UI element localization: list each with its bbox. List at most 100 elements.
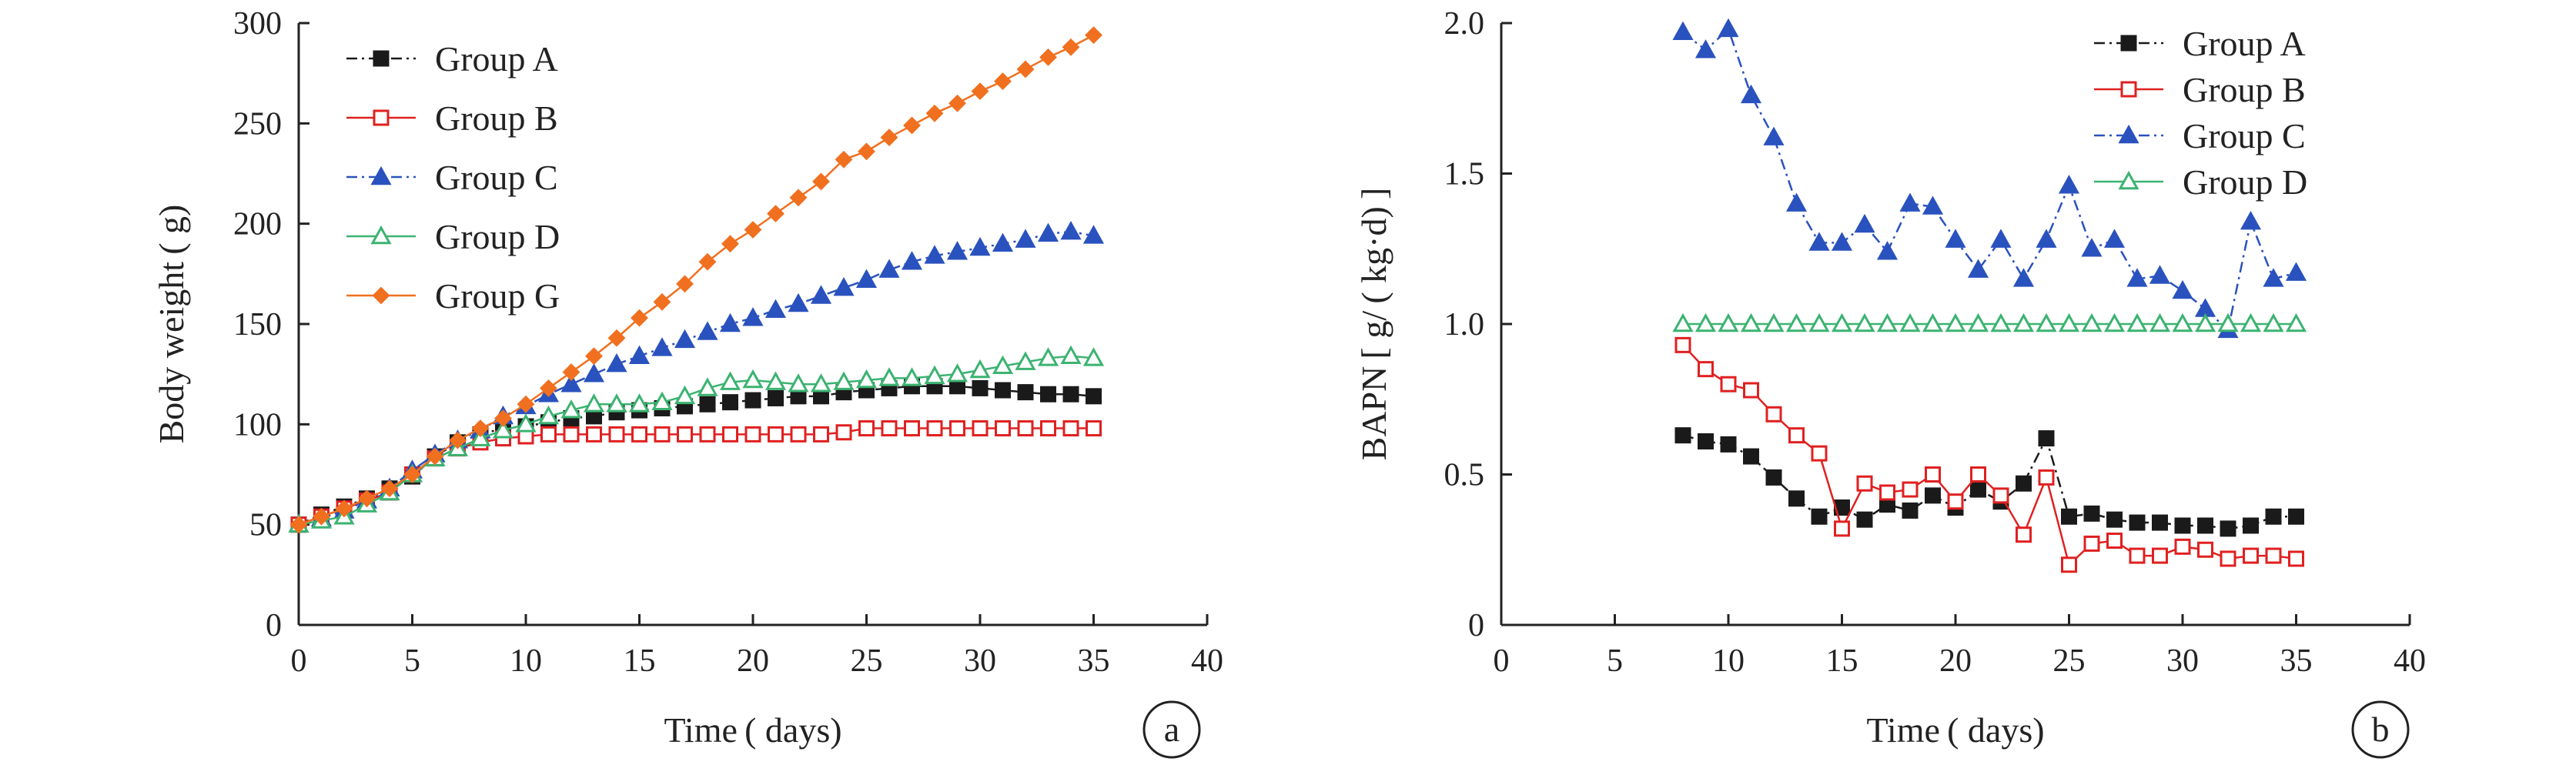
data-point (540, 426, 557, 443)
data-point (1856, 511, 1873, 528)
data-point (1785, 312, 1808, 332)
data-point (901, 251, 923, 270)
data-point (2081, 312, 2103, 332)
x-tick-label: 15 (624, 643, 656, 679)
data-point (2149, 312, 2171, 332)
data-point (1765, 406, 1782, 423)
data-point (607, 329, 626, 347)
data-point (1740, 84, 1762, 104)
y-tick-label: 150 (233, 307, 282, 342)
data-point (2106, 533, 2123, 550)
data-point (1674, 427, 1691, 444)
x-tick-label: 35 (2280, 643, 2313, 679)
data-point (1788, 427, 1805, 444)
data-point (2263, 268, 2284, 287)
legend-label: Group D (435, 217, 560, 256)
data-point (2103, 229, 2126, 248)
y-axis-title: Body weight ( g) (152, 205, 191, 444)
data-point (813, 426, 829, 443)
data-point (2036, 229, 2057, 248)
data-point (677, 426, 693, 443)
data-point (855, 269, 878, 288)
data-point (1785, 192, 1808, 212)
data-point (835, 150, 853, 169)
y-tick-label: 100 (233, 407, 282, 443)
data-point (904, 420, 920, 437)
data-point (1015, 351, 1036, 370)
data-point (969, 236, 991, 256)
data-point (744, 392, 761, 409)
y-tick-label: 1.5 (1444, 157, 1485, 192)
legend-marker (370, 225, 392, 245)
series-group-c (1672, 18, 2307, 339)
legend-label: Group A (2183, 24, 2306, 63)
data-point (2038, 430, 2055, 447)
data-point (833, 276, 855, 296)
data-point (1082, 225, 1105, 244)
data-point (1698, 361, 1714, 378)
panel-label-circle (2351, 700, 2410, 759)
data-point (537, 405, 560, 425)
x-tick-label: 40 (1191, 643, 1223, 679)
data-point (1765, 469, 1782, 486)
data-point (1925, 466, 1941, 483)
legend-entry: Group G (346, 276, 560, 316)
data-point (2012, 268, 2035, 287)
data-point (697, 321, 718, 340)
data-point (563, 426, 580, 443)
legend-entry: Group A (2094, 24, 2306, 63)
data-point (1062, 38, 1080, 56)
data-point (768, 389, 784, 406)
data-point (1060, 345, 1082, 365)
data-point (2220, 550, 2236, 567)
legend-marker (2120, 35, 2137, 52)
panel-b-chart: 0 5 10 15 20 25 30 35 40 0 0.5 1.0 1.5 2.0 Time ( days… (1354, 6, 2426, 759)
data-point (1899, 192, 1921, 212)
data-point (426, 447, 444, 466)
data-point (2038, 469, 2055, 486)
y-tick-label: 0.5 (1444, 458, 1485, 493)
data-point (1947, 493, 1964, 510)
legend-marker (2118, 170, 2139, 190)
data-point (2197, 517, 2213, 534)
data-point (810, 373, 832, 393)
data-point (2016, 526, 2032, 543)
data-point (719, 371, 741, 390)
data-point (1876, 312, 1899, 332)
data-point (2197, 541, 2213, 558)
data-point (699, 396, 716, 413)
data-point (1990, 229, 2012, 248)
data-point (606, 393, 627, 413)
data-point (764, 371, 787, 390)
data-point (2036, 312, 2057, 332)
data-point (631, 426, 647, 443)
legend-entry: Group A (346, 39, 558, 79)
data-point (994, 72, 1012, 91)
legend-label: Group B (2183, 70, 2306, 109)
y-tick-label: 50 (249, 508, 282, 543)
legend-label: Group B (435, 99, 558, 138)
data-point (1811, 445, 1828, 462)
data-point (722, 394, 738, 411)
data-point (790, 426, 807, 443)
data-point (1698, 433, 1714, 449)
data-point (1763, 312, 1785, 332)
data-point (1740, 312, 1762, 332)
data-point (1967, 312, 1989, 332)
legend-marker (2118, 124, 2139, 144)
data-point (1831, 312, 1853, 332)
data-point (2240, 210, 2262, 230)
data-point (2240, 312, 2262, 332)
data-point (946, 241, 969, 260)
data-point (1718, 18, 1739, 38)
data-point (2174, 538, 2191, 555)
data-point (1990, 312, 2012, 332)
data-point (1922, 195, 1944, 215)
data-point (2152, 514, 2168, 531)
data-point (1925, 487, 1941, 504)
data-point (1017, 384, 1034, 401)
data-point (698, 252, 717, 271)
series-group-a (290, 378, 1102, 533)
legend-marker (372, 286, 390, 305)
data-point (2288, 550, 2304, 567)
